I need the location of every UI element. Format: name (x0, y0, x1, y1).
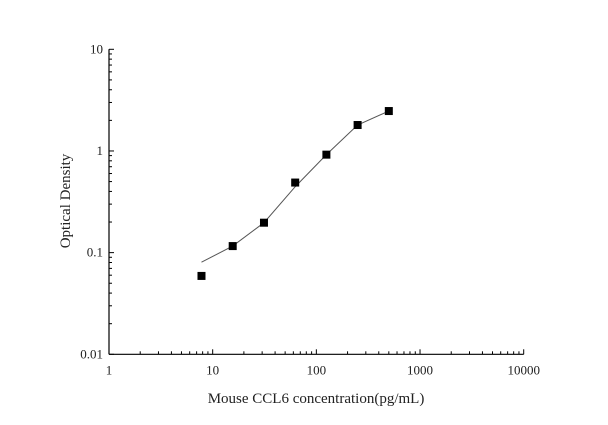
y-tick-label: 0.01 (80, 346, 103, 361)
data-point (384, 107, 393, 116)
y-tick-label: 0.1 (87, 245, 103, 260)
data-point (259, 218, 268, 227)
y-tick-label: 10 (90, 41, 103, 56)
x-axis-label: Mouse CCL6 concentration(pg/mL) (208, 391, 425, 407)
data-point (228, 242, 237, 251)
data-point (353, 121, 362, 130)
data-point (291, 178, 300, 187)
fit-curve (201, 110, 390, 263)
y-tick-label: 1 (97, 143, 104, 158)
data-point (322, 150, 331, 159)
data-points (197, 107, 393, 280)
x-tick-label: 100 (307, 362, 327, 377)
tick-labels: 1 10 100 1000 10000 0.01 0.1 1 10 (80, 41, 540, 377)
x-tick-label: 1000 (407, 362, 433, 377)
x-tick-label: 10000 (507, 362, 540, 377)
y-axis-label: Optical Density (58, 153, 74, 248)
axes (108, 48, 525, 355)
x-tick-label: 1 (106, 362, 113, 377)
data-point (197, 271, 206, 280)
x-tick-label: 10 (206, 362, 219, 377)
